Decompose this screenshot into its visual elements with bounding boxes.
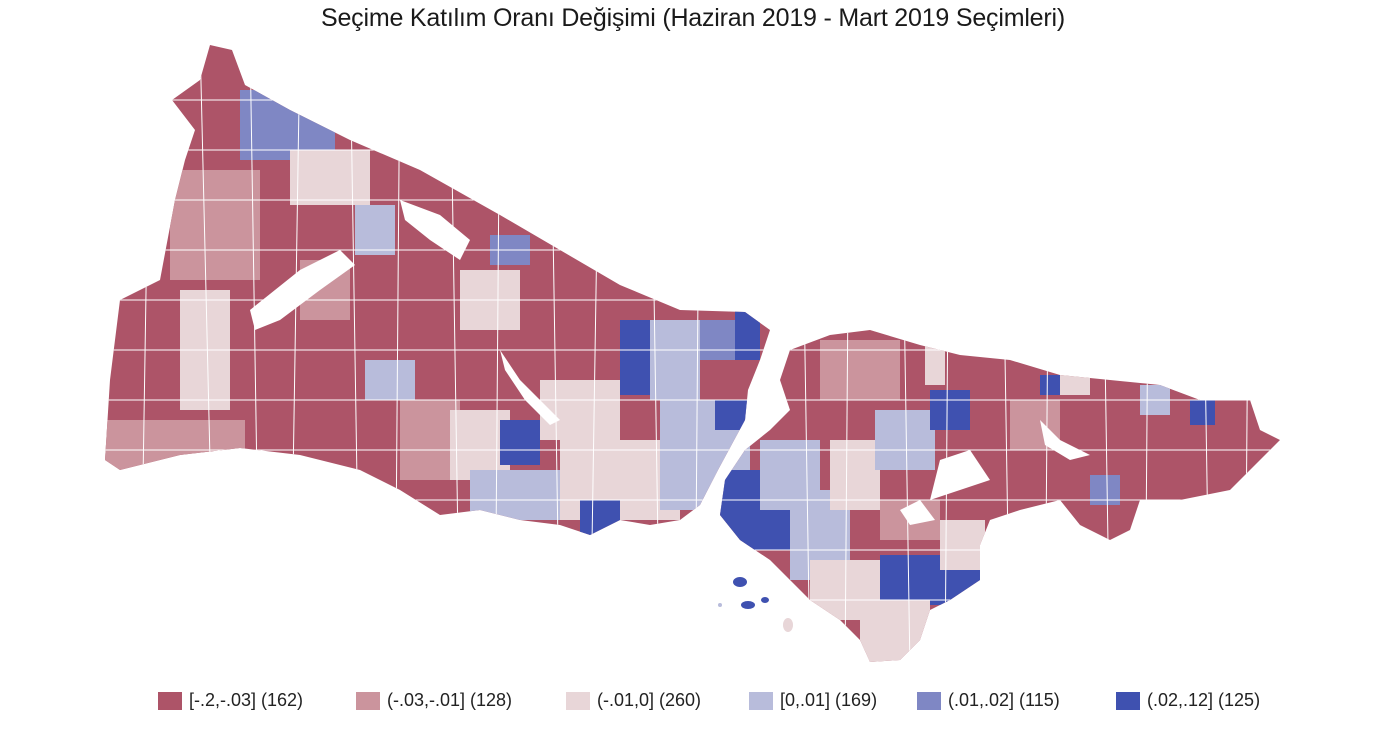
legend-label: (.02,.12] (125) bbox=[1147, 690, 1261, 710]
legend-item: (.01,.02] (115) bbox=[917, 690, 1060, 711]
legend-swatch bbox=[356, 691, 380, 710]
legend-swatch bbox=[158, 691, 182, 710]
lakes bbox=[250, 200, 1090, 525]
legend-item: [0,.01] (169) bbox=[749, 690, 877, 711]
legend-swatch bbox=[917, 691, 941, 710]
legend-label: [0,.01] (169) bbox=[780, 690, 878, 710]
legend-label: (-.01,0] (260) bbox=[597, 690, 702, 710]
legend-item: (.02,.12] (125) bbox=[1116, 690, 1260, 711]
legend-item: (-.01,0] (260) bbox=[566, 690, 701, 711]
islands bbox=[718, 577, 793, 632]
legend: [-.2,-.03] (162) (-.03,-.01] (128) (-.01… bbox=[158, 690, 1278, 718]
legend-swatch bbox=[1116, 691, 1140, 710]
legend-swatch bbox=[566, 691, 590, 710]
legend-item: (-.03,-.01] (128) bbox=[356, 690, 512, 711]
legend-label: (-.03,-.01] (128) bbox=[387, 690, 513, 710]
legend-swatch bbox=[749, 691, 773, 710]
map-title: Seçime Katılım Oranı Değişimi (Haziran 2… bbox=[321, 4, 1065, 32]
legend-item: [-.2,-.03] (162) bbox=[158, 690, 303, 711]
district-tiles bbox=[105, 45, 1280, 662]
legend-label: (.01,.02] (115) bbox=[948, 690, 1060, 710]
legend-label: [-.2,-.03] (162) bbox=[189, 690, 304, 710]
